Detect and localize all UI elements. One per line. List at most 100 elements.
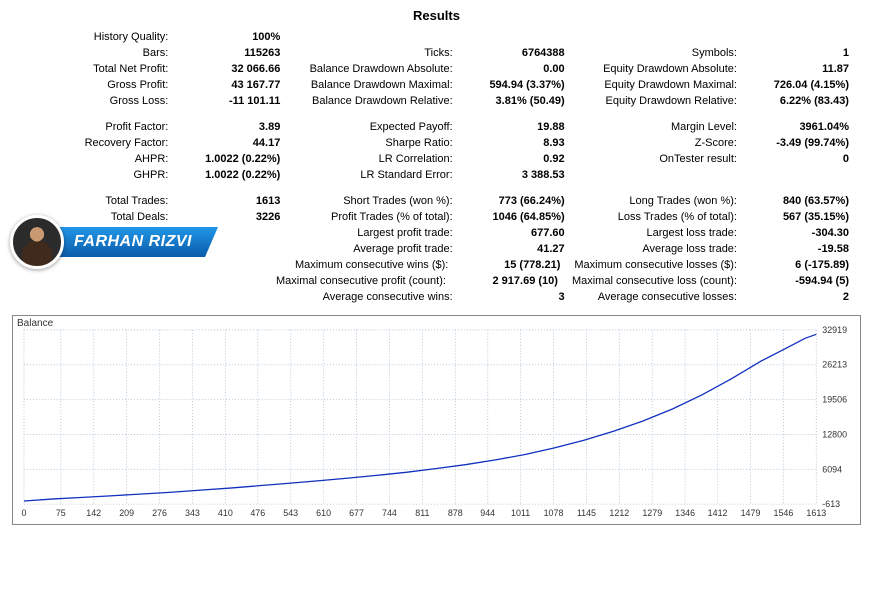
stat-value: 6 (-175.89) (743, 257, 863, 273)
stat-value: 2 917.69 (10) (452, 273, 572, 289)
stat-label: Largest profit trade: (294, 225, 458, 241)
stat-label: Long Trades (won %): (579, 193, 743, 209)
svg-text:276: 276 (152, 508, 167, 518)
stat-value: 594.94 (3.37%) (459, 77, 579, 93)
stat-label: Symbols: (579, 45, 743, 61)
stat-label: LR Standard Error: (294, 167, 458, 183)
stat-label: History Quality: (10, 29, 174, 45)
stat-label: Maximal consecutive profit (count): (276, 273, 452, 289)
svg-text:1412: 1412 (708, 508, 728, 518)
svg-text:6094: 6094 (822, 464, 842, 474)
stat-value: 115263 (174, 45, 294, 61)
svg-text:32919: 32919 (822, 325, 847, 335)
svg-text:1145: 1145 (577, 508, 596, 518)
stat-value: 8.93 (459, 135, 579, 151)
stat-label: Profit Factor: (10, 119, 174, 135)
svg-text:1212: 1212 (609, 508, 629, 518)
svg-text:19506: 19506 (822, 395, 847, 405)
stat-value: 0.00 (459, 61, 579, 77)
author-name: Farhan Rizvi (56, 227, 218, 257)
stat-value: 44.17 (174, 135, 294, 151)
svg-text:1346: 1346 (675, 508, 695, 518)
svg-text:0: 0 (21, 508, 26, 518)
stat-value: 32 066.66 (174, 61, 294, 77)
stat-value: 3 (459, 289, 579, 305)
stat-value: 1.0022 (0.22%) (174, 151, 294, 167)
stat-label: Margin Level: (579, 119, 743, 135)
stat-value: 15 (778.21) (454, 257, 574, 273)
stat-label: Total Net Profit: (10, 61, 174, 77)
stat-label: Average loss trade: (579, 241, 743, 257)
stat-label: OnTester result: (579, 151, 743, 167)
stat-value: 726.04 (4.15%) (743, 77, 863, 93)
svg-text:1011: 1011 (511, 508, 530, 518)
svg-text:75: 75 (56, 508, 66, 518)
stat-value: 773 (66.24%) (459, 193, 579, 209)
svg-text:543: 543 (283, 508, 298, 518)
stat-value: -594.94 (5) (743, 273, 863, 289)
stat-value: 3.81% (50.49) (459, 93, 579, 109)
stat-value: 0 (743, 151, 863, 167)
stat-value: 43 167.77 (174, 77, 294, 93)
stat-label: Profit Trades (% of total): (294, 209, 458, 225)
stat-label: Equity Drawdown Absolute: (579, 61, 743, 77)
stat-label: Average consecutive losses: (579, 289, 743, 305)
stat-value: -3.49 (99.74%) (743, 135, 863, 151)
svg-text:26213: 26213 (822, 360, 847, 370)
svg-text:811: 811 (415, 508, 429, 518)
balance-chart: Balance -6136094128001950626213329190751… (12, 315, 861, 525)
stat-value: 100% (174, 29, 294, 45)
svg-text:1613: 1613 (806, 508, 826, 518)
svg-text:142: 142 (86, 508, 101, 518)
svg-text:1279: 1279 (642, 508, 662, 518)
stat-value: 840 (63.57%) (743, 193, 863, 209)
stat-value: 0.92 (459, 151, 579, 167)
stat-label: LR Correlation: (294, 151, 458, 167)
stat-label: Gross Loss: (10, 93, 174, 109)
stat-label: Maximum consecutive losses ($): (574, 257, 743, 273)
stat-label: Short Trades (won %): (294, 193, 458, 209)
stat-label: Average consecutive wins: (294, 289, 458, 305)
svg-text:343: 343 (185, 508, 200, 518)
stat-value: 11.87 (743, 61, 863, 77)
stat-value: 3.89 (174, 119, 294, 135)
stat-label: Balance Drawdown Relative: (294, 93, 458, 109)
page-title: Results (0, 0, 873, 29)
stat-value: 1046 (64.85%) (459, 209, 579, 225)
author-badge: Farhan Rizvi (10, 215, 218, 269)
stat-value: -11 101.11 (174, 93, 294, 109)
stat-label: Maximum consecutive wins ($): (292, 257, 454, 273)
stat-value: -19.58 (743, 241, 863, 257)
avatar (10, 215, 64, 269)
stat-label: Z-Score: (579, 135, 743, 151)
stat-value: 3 388.53 (459, 167, 579, 183)
svg-text:12800: 12800 (822, 429, 847, 439)
chart-title: Balance (17, 318, 53, 329)
stat-label: Loss Trades (% of total): (579, 209, 743, 225)
stat-label: Bars: (10, 45, 174, 61)
stat-label: Gross Profit: (10, 77, 174, 93)
stat-label: GHPR: (10, 167, 174, 183)
stat-label: Balance Drawdown Absolute: (294, 61, 458, 77)
stat-value: 19.88 (459, 119, 579, 135)
svg-text:744: 744 (382, 508, 397, 518)
stat-label: Balance Drawdown Maximal: (294, 77, 458, 93)
svg-text:410: 410 (218, 508, 233, 518)
stat-value: 6764388 (459, 45, 579, 61)
stat-value: 1 (743, 45, 863, 61)
stat-label: Largest loss trade: (579, 225, 743, 241)
svg-text:944: 944 (480, 508, 495, 518)
stat-value: 3961.04% (743, 119, 863, 135)
svg-text:878: 878 (448, 508, 463, 518)
stat-label: Expected Payoff: (294, 119, 458, 135)
svg-text:476: 476 (250, 508, 265, 518)
stat-label: AHPR: (10, 151, 174, 167)
stat-value: 1.0022 (0.22%) (174, 167, 294, 183)
stat-label: Total Trades: (10, 193, 174, 209)
svg-text:1078: 1078 (544, 508, 564, 518)
stat-label: Average profit trade: (294, 241, 458, 257)
svg-text:610: 610 (316, 508, 331, 518)
stat-label: Equity Drawdown Relative: (579, 93, 743, 109)
stat-value: 41.27 (459, 241, 579, 257)
svg-text:209: 209 (119, 508, 134, 518)
